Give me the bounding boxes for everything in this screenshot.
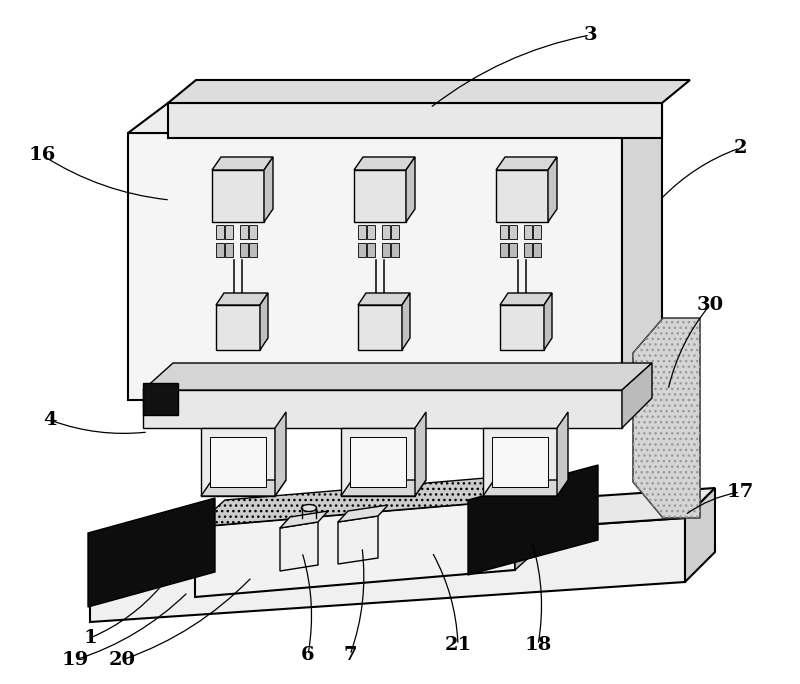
Text: 21: 21 — [444, 636, 472, 654]
Ellipse shape — [302, 505, 317, 512]
Polygon shape — [358, 243, 366, 257]
Polygon shape — [524, 243, 532, 257]
Polygon shape — [210, 437, 266, 487]
Polygon shape — [468, 465, 598, 575]
Polygon shape — [90, 488, 715, 558]
Polygon shape — [338, 505, 388, 522]
Polygon shape — [496, 157, 557, 170]
Polygon shape — [533, 243, 541, 257]
Text: 20: 20 — [109, 651, 135, 669]
Polygon shape — [212, 170, 264, 222]
Polygon shape — [341, 480, 426, 496]
Text: 3: 3 — [583, 26, 597, 44]
Polygon shape — [249, 243, 257, 257]
Polygon shape — [358, 225, 366, 239]
Polygon shape — [280, 511, 328, 528]
Polygon shape — [492, 437, 548, 487]
Polygon shape — [557, 412, 568, 496]
Polygon shape — [524, 225, 532, 239]
Polygon shape — [382, 225, 390, 239]
Polygon shape — [622, 103, 662, 400]
Polygon shape — [415, 412, 426, 496]
Polygon shape — [128, 103, 662, 133]
Polygon shape — [358, 293, 410, 305]
Polygon shape — [544, 293, 552, 350]
Text: 30: 30 — [697, 296, 723, 314]
Text: 16: 16 — [28, 146, 56, 164]
Polygon shape — [391, 225, 399, 239]
Polygon shape — [391, 243, 399, 257]
Polygon shape — [225, 243, 233, 257]
Polygon shape — [168, 103, 662, 138]
Polygon shape — [350, 437, 406, 487]
Polygon shape — [216, 293, 268, 305]
Polygon shape — [240, 243, 248, 257]
Text: 17: 17 — [726, 483, 754, 501]
Polygon shape — [201, 480, 286, 496]
Polygon shape — [500, 225, 508, 239]
Polygon shape — [500, 305, 544, 350]
Polygon shape — [622, 363, 652, 428]
Polygon shape — [260, 293, 268, 350]
Polygon shape — [509, 243, 517, 257]
Polygon shape — [264, 157, 273, 222]
Text: 19: 19 — [62, 651, 89, 669]
Polygon shape — [128, 133, 622, 400]
Polygon shape — [216, 305, 260, 350]
Polygon shape — [338, 516, 378, 564]
Polygon shape — [406, 157, 415, 222]
Polygon shape — [354, 157, 415, 170]
Polygon shape — [382, 243, 390, 257]
Polygon shape — [88, 498, 215, 607]
Polygon shape — [201, 428, 275, 496]
Polygon shape — [341, 428, 415, 496]
Polygon shape — [216, 243, 224, 257]
Polygon shape — [195, 500, 515, 597]
Polygon shape — [225, 225, 233, 239]
Text: 2: 2 — [734, 139, 746, 157]
Polygon shape — [367, 243, 375, 257]
Polygon shape — [216, 225, 224, 239]
Text: 1: 1 — [83, 629, 97, 647]
Polygon shape — [212, 157, 273, 170]
Polygon shape — [143, 363, 652, 390]
Polygon shape — [685, 488, 715, 582]
Polygon shape — [358, 305, 402, 350]
Polygon shape — [280, 522, 318, 571]
Polygon shape — [633, 318, 700, 518]
Polygon shape — [500, 243, 508, 257]
Polygon shape — [509, 225, 517, 239]
Polygon shape — [240, 225, 248, 239]
Polygon shape — [496, 170, 548, 222]
Text: 4: 4 — [43, 411, 57, 429]
Text: 7: 7 — [343, 646, 357, 664]
Polygon shape — [500, 293, 552, 305]
Text: 6: 6 — [301, 646, 315, 664]
Polygon shape — [90, 518, 685, 622]
Polygon shape — [168, 80, 690, 103]
Polygon shape — [143, 383, 178, 415]
Polygon shape — [402, 293, 410, 350]
Polygon shape — [548, 157, 557, 222]
Text: 18: 18 — [524, 636, 552, 654]
Polygon shape — [195, 473, 545, 527]
Polygon shape — [483, 480, 568, 496]
Polygon shape — [533, 225, 541, 239]
Polygon shape — [249, 225, 257, 239]
Polygon shape — [143, 390, 622, 428]
Polygon shape — [515, 473, 545, 570]
Polygon shape — [483, 428, 557, 496]
Polygon shape — [354, 170, 406, 222]
Polygon shape — [275, 412, 286, 496]
Polygon shape — [367, 225, 375, 239]
